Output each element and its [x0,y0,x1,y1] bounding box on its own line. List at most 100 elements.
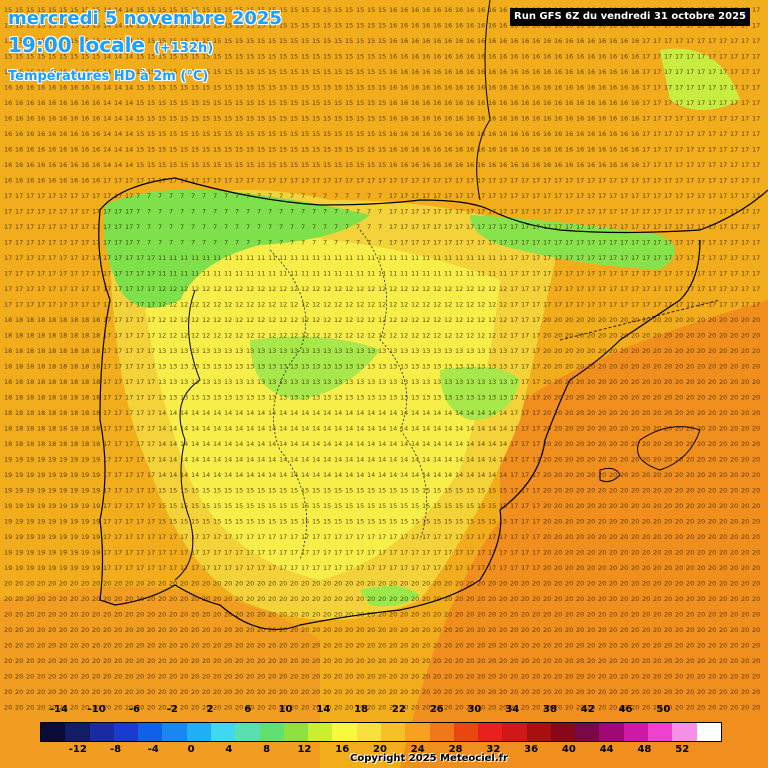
grid-value: 11 [235,270,243,278]
grid-value: 20 [631,456,639,464]
grid-value: 18 [70,363,78,371]
grid-value: 20 [488,673,496,681]
grid-value: 17 [433,239,441,247]
grid-value: 19 [70,533,78,541]
grid-value: 13 [477,394,485,402]
grid-value: 11 [158,254,166,262]
grid-value: 17 [752,22,760,30]
grid-value: 15 [147,130,155,138]
grid-value: 15 [323,161,331,169]
grid-value: 20 [532,642,540,650]
grid-value: 16 [565,130,573,138]
grid-value: 18 [70,316,78,324]
grid-value: 15 [169,84,177,92]
grid-value: 20 [422,580,430,588]
grid-value: 20 [345,626,353,634]
grid-value: 17 [378,549,386,557]
grid-value: 20 [708,595,716,603]
grid-value: 12 [246,285,254,293]
grid-value: 20 [631,642,639,650]
grid-value: 16 [576,53,584,61]
grid-value: 15 [158,68,166,76]
grid-value: 15 [290,130,298,138]
grid-value: 20 [697,611,705,619]
grid-value: 15 [224,68,232,76]
grid-value: 15 [378,84,386,92]
grid-value: 17 [477,239,485,247]
grid-value: 13 [488,378,496,386]
grid-value: 20 [158,704,166,712]
grid-value: 14 [323,471,331,479]
grid-value: 15 [356,146,364,154]
grid-value: 13 [444,363,452,371]
grid-value: 17 [103,409,111,417]
grid-value: 20 [741,425,749,433]
grid-value: 13 [213,347,221,355]
grid-value: 17 [631,270,639,278]
grid-value: 17 [554,285,562,293]
grid-value: 20 [752,688,760,696]
grid-value: 20 [730,378,738,386]
grid-value: 15 [158,130,166,138]
grid-value: 20 [719,487,727,495]
grid-value: 17 [719,84,727,92]
grid-value: 17 [653,37,661,45]
grid-value: 20 [675,332,683,340]
grid-value: 15 [356,37,364,45]
grid-value: 20 [664,487,672,495]
grid-value: 17 [686,115,694,123]
grid-value: 20 [653,688,661,696]
grid-value: 20 [411,688,419,696]
grid-value: 15 [257,130,265,138]
grid-value: 16 [510,53,518,61]
grid-value: 12 [444,316,452,324]
cantabrian-mountains [104,189,370,308]
grid-value: 18 [81,347,89,355]
grid-value: 12 [345,301,353,309]
grid-value: 17 [686,37,694,45]
grid-value: 7 [191,192,195,200]
grid-value: 20 [488,657,496,665]
grid-value: 13 [499,394,507,402]
grid-value: 17 [686,208,694,216]
grid-value: 20 [312,595,320,603]
grid-value: 17 [752,130,760,138]
grid-value: 14 [268,456,276,464]
grid-value: 20 [708,673,716,681]
grid-value: 16 [477,161,485,169]
grid-value: 17 [235,533,243,541]
grid-value: 16 [455,22,463,30]
grid-value: 14 [301,425,309,433]
grid-value: 13 [455,363,463,371]
grid-value: 17 [510,564,518,572]
grid-value: 20 [653,347,661,355]
grid-value: 15 [334,518,342,526]
grid-value: 15 [257,161,265,169]
grid-value: 20 [675,471,683,479]
grid-value: 20 [587,332,595,340]
grid-value: 17 [15,301,23,309]
grid-value: 20 [576,409,584,417]
grid-value: 20 [422,642,430,650]
grid-value: 15 [213,84,221,92]
grid-value: 20 [565,332,573,340]
grid-value: 20 [389,657,397,665]
grid-value: 20 [301,595,309,603]
grid-value: 20 [631,378,639,386]
grid-value: 13 [312,378,320,386]
grid-value: 17 [136,363,144,371]
grid-value: 17 [719,53,727,61]
grid-value: 12 [389,332,397,340]
grid-value: 12 [356,316,364,324]
grid-value: 18 [26,378,34,386]
grid-value: 20 [191,580,199,588]
grid-value: 16 [609,115,617,123]
grid-value: 14 [114,146,122,154]
grid-value: 14 [202,409,210,417]
grid-value: 17 [719,146,727,154]
grid-value: 15 [378,6,386,14]
grid-value: 20 [609,595,617,603]
grid-value: 15 [345,22,353,30]
grid-value: 15 [356,115,364,123]
grid-value: 13 [158,394,166,402]
